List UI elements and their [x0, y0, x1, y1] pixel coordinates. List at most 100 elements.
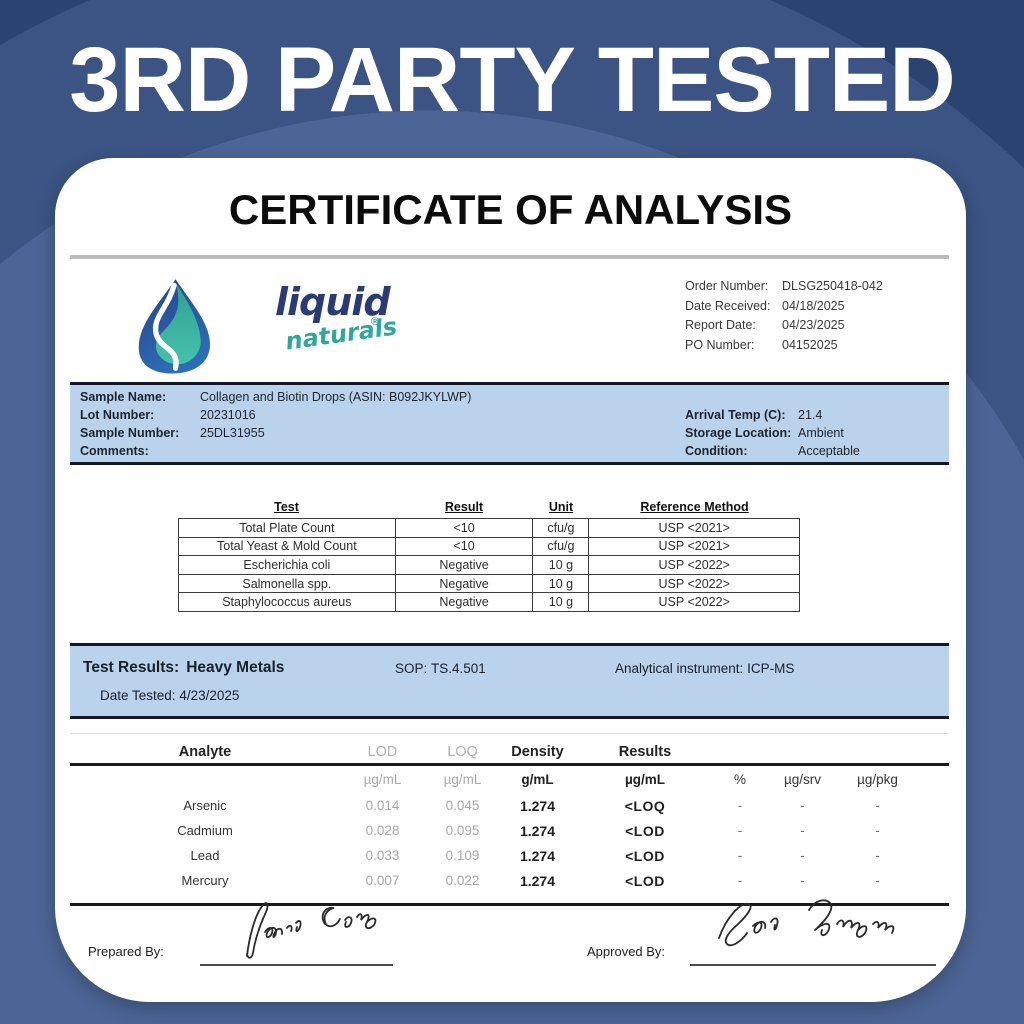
- comments-label: Comments:: [80, 444, 149, 458]
- test-results-value: Heavy Metals: [186, 659, 285, 676]
- micro-table-header: Test Result Unit Reference Method: [178, 500, 800, 514]
- table-row: Mercury 0.007 0.022 1.274 <LOD - - -: [70, 868, 915, 893]
- micro-table: Total Plate Count <10 cfu/g USP <2021> T…: [178, 518, 800, 612]
- hm-header-analyte: Analyte: [178, 744, 232, 760]
- sample-name-row: Sample Name: Collagen and Biotin Drops (A…: [80, 390, 471, 408]
- hm-result-value: <LOD: [625, 847, 665, 864]
- date-tested-value: 4/23/2025: [179, 688, 240, 703]
- micro-cell: USP <2021>: [588, 536, 800, 557]
- hm-srv-value: -: [800, 798, 805, 813]
- condition-value: Acceptable: [798, 444, 860, 458]
- hm-density-value: 1.274: [519, 797, 556, 814]
- storage-location-value: Ambient: [798, 426, 844, 440]
- hm-lod-value: 0.028: [365, 823, 400, 838]
- sample-number-value: 25DL31955: [200, 426, 265, 440]
- report-date-label: Report Date:: [685, 318, 756, 332]
- table-row: Total Plate Count <10 cfu/g USP <2021>: [178, 518, 800, 538]
- table-row: Escherichia coli Negative 10 g USP <2022…: [178, 555, 800, 575]
- hm-loq-value: 0.095: [445, 823, 480, 838]
- hm-loq-value: 0.045: [445, 798, 480, 813]
- hm-pct-value: -: [737, 873, 743, 888]
- storage-location-row: Storage Location: Ambient: [685, 426, 844, 444]
- hm-pct-value: -: [737, 798, 743, 813]
- micro-header-reference: Reference Method: [640, 500, 749, 514]
- registered-mark: ®: [371, 316, 380, 328]
- hm-density-value: 1.274: [519, 822, 556, 839]
- approved-by-signature: [718, 899, 895, 947]
- table-row: Cadmium 0.028 0.095 1.274 <LOD - - -: [70, 818, 915, 843]
- certificate-title: CERTIFICATE OF ANALYSIS: [228, 186, 793, 233]
- sop-row: SOP: TS.4.501: [395, 661, 486, 676]
- hm-table-bottom-line: [70, 903, 949, 906]
- hm-density-value: 1.274: [519, 847, 556, 864]
- hm-density-value: 1.274: [519, 872, 556, 889]
- micro-cell: Staphylococcus aureus: [178, 592, 396, 612]
- micro-cell: 10 g: [532, 573, 590, 594]
- hm-result-value: <LOQ: [624, 797, 666, 814]
- po-number-value: 04152025: [782, 337, 838, 352]
- hm-unit-lod: µg/mL: [363, 771, 402, 787]
- micro-cell: <10: [394, 518, 534, 538]
- micro-cell: Total Plate Count: [178, 518, 396, 538]
- hm-header-results: Results: [618, 744, 672, 760]
- table-row: Staphylococcus aureus Negative 10 g USP …: [178, 592, 800, 612]
- hm-unit-density: g/mL: [521, 771, 554, 787]
- hm-lod-value: 0.007: [365, 873, 400, 888]
- hm-table-header: Analyte LOD LOQ Density Results: [70, 742, 915, 762]
- lot-number-label: Lot Number:: [80, 408, 155, 422]
- table-row: Arsenic 0.014 0.045 1.274 <LOQ - - -: [70, 793, 915, 818]
- date-tested-label: Date Tested:: [100, 688, 176, 703]
- date-received-value: 04/18/2025: [782, 298, 845, 313]
- heavy-metals-title: Test Results: Heavy Metals: [83, 659, 284, 677]
- hm-analyte: Lead: [190, 848, 220, 863]
- prepared-by-signature: [246, 902, 377, 959]
- hm-analyte: Cadmium: [177, 823, 233, 838]
- micro-header-result: Result: [444, 500, 484, 514]
- approved-signature-line: [690, 964, 936, 966]
- table-row: Salmonella spp. Negative 10 g USP <2022>: [178, 573, 800, 594]
- instrument-label: Analytical instrument:: [615, 661, 744, 676]
- hm-unit-loq: µg/mL: [443, 771, 482, 787]
- hm-loq-value: 0.109: [445, 848, 480, 863]
- micro-cell: Negative: [394, 592, 534, 612]
- micro-cell: USP <2021>: [588, 518, 800, 538]
- hm-loq-value: 0.022: [445, 873, 480, 888]
- title-divider: [70, 255, 949, 259]
- micro-header-test: Test: [274, 500, 299, 514]
- table-row: Lead 0.033 0.109 1.274 <LOD - - -: [70, 843, 915, 868]
- sample-info-band: Sample Name: Collagen and Biotin Drops (A…: [70, 382, 949, 465]
- hm-unit-results: µg/mL: [624, 771, 666, 787]
- brand-name-liquid: liquid: [275, 280, 391, 324]
- hm-unit-pct: %: [733, 771, 746, 787]
- micro-cell: Negative: [394, 573, 534, 594]
- condition-label: Condition:: [685, 444, 748, 458]
- hm-units-row: µg/mL µg/mL g/mL µg/mL % µg/srv µg/pkg: [70, 769, 915, 789]
- instrument-row: Analytical instrument: ICP-MS: [615, 661, 794, 676]
- micro-cell: USP <2022>: [588, 573, 800, 594]
- sample-name-value: Collagen and Biotin Drops (ASIN: B092JKY…: [200, 390, 472, 404]
- micro-cell: <10: [394, 536, 534, 557]
- order-info-row: Report Date: 04/23/2025: [685, 318, 883, 338]
- hm-analyte: Mercury: [181, 873, 229, 888]
- sample-number-row: Sample Number: 25DL31955: [80, 426, 265, 444]
- hm-header-divider: [70, 763, 949, 766]
- lot-number-row: Lot Number: 20231016: [80, 408, 256, 426]
- po-number-label: PO Number:: [685, 337, 755, 352]
- report-date-value: 04/23/2025: [782, 318, 845, 332]
- storage-location-label: Storage Location:: [685, 426, 792, 440]
- hm-header-lod: LOD: [367, 744, 398, 760]
- hm-pkg-value: -: [875, 848, 880, 863]
- arrival-temp-value: 21.4: [798, 408, 823, 422]
- micro-cell: Total Yeast & Mold Count: [178, 536, 396, 557]
- approved-by-label: Approved By:: [587, 944, 666, 959]
- test-results-label: Test Results:: [83, 659, 180, 676]
- brand-logo: liquid naturals ®: [123, 272, 399, 382]
- hm-result-value: <LOD: [625, 872, 665, 889]
- instrument-value: ICP-MS: [747, 661, 795, 676]
- prepared-by-label: Prepared By:: [88, 944, 164, 959]
- micro-cell: Salmonella spp.: [178, 573, 396, 594]
- hm-header-loq: LOQ: [447, 744, 478, 760]
- arrival-temp-label: Arrival Temp (C):: [685, 408, 786, 422]
- hm-pkg-value: -: [875, 798, 880, 813]
- hm-result-value: <LOD: [625, 822, 665, 839]
